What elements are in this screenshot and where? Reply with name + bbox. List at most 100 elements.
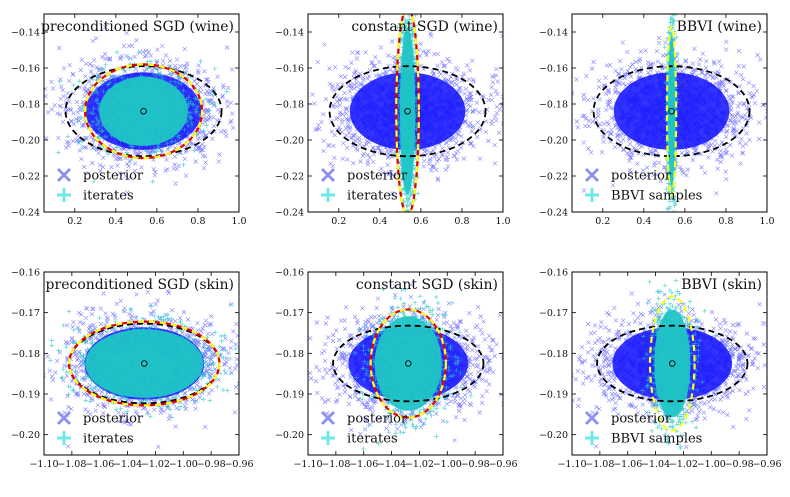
x-tick-label: −1.10: [29, 459, 58, 470]
x-tick-label: −0.98: [725, 459, 754, 470]
x-tick-label: −1.00: [697, 459, 726, 470]
y-tick-label: −0.22: [11, 172, 40, 183]
y-tick-label: −0.16: [275, 268, 304, 279]
y-tick-label: −0.16: [539, 268, 568, 279]
y-tick-label: −0.17: [11, 308, 40, 319]
y-tick-label: −0.20: [11, 136, 40, 147]
legend-posterior-marker: [58, 169, 70, 181]
y-tick-label: −0.16: [11, 64, 40, 75]
x-tick-label: 0.8: [454, 216, 469, 227]
y-tick-label: −0.16: [275, 64, 304, 75]
y-tick-label: −0.17: [539, 308, 568, 319]
mean-marker: [405, 361, 411, 367]
x-tick-label: 1.0: [495, 216, 510, 227]
y-tick-label: −0.24: [539, 208, 568, 219]
x-tick-label: −1.10: [293, 459, 322, 470]
y-tick-label: −0.18: [539, 349, 568, 360]
y-tick-label: −0.18: [275, 349, 304, 360]
x-tick-label: −1.08: [57, 459, 86, 470]
legend-posterior-label: posterior: [83, 412, 144, 427]
plot-area: [286, 283, 548, 481]
plot-area: [12, 289, 290, 449]
x-tick-label: −1.02: [141, 459, 170, 470]
x-tick-label: −0.96: [224, 459, 253, 470]
x-tick-label: −1.06: [85, 459, 114, 470]
x-tick-label: 1.0: [759, 216, 774, 227]
x-tick-label: 0.6: [413, 216, 428, 227]
x-tick-label: 0.6: [677, 216, 692, 227]
legend-iterates-label: iterates: [347, 432, 398, 447]
x-tick-label: −1.00: [433, 459, 462, 470]
x-tick-label: −0.98: [461, 459, 490, 470]
x-tick-label: −0.96: [752, 459, 781, 470]
mean-marker: [669, 361, 675, 367]
x-tick-label: −0.98: [197, 459, 226, 470]
y-tick-label: −0.14: [275, 28, 304, 39]
legend-posterior-label: posterior: [611, 169, 672, 184]
x-tick-label: −1.02: [405, 459, 434, 470]
legend-iterates-marker: [57, 431, 71, 445]
x-tick-label: 0.8: [718, 216, 733, 227]
legend-posterior-label: posterior: [347, 169, 408, 184]
mean-marker: [141, 108, 147, 114]
scatter-panel: −1.10−1.08−1.06−1.04−1.02−1.00−0.98−0.96…: [11, 268, 290, 471]
mean-marker: [141, 361, 147, 367]
panel-title: preconditioned SGD (skin): [46, 277, 234, 293]
panel-title: BBVI (skin): [681, 277, 762, 293]
x-tick-label: 0.4: [636, 216, 651, 227]
y-tick-label: −0.24: [11, 208, 40, 219]
y-tick-label: −0.14: [539, 28, 568, 39]
x-tick-label: −1.02: [669, 459, 698, 470]
panel-title: BBVI (wine): [677, 19, 762, 35]
y-tick-label: −0.18: [11, 349, 40, 360]
y-tick-label: −0.18: [539, 100, 568, 111]
y-tick-label: −0.16: [11, 268, 40, 279]
posterior-samples: [296, 32, 568, 196]
x-tick-label: −1.06: [349, 459, 378, 470]
panel-title: constant SGD (skin): [356, 277, 498, 293]
legend-posterior-marker: [58, 412, 70, 424]
panel-title: preconditioned SGD (wine): [41, 19, 234, 35]
legend-posterior-label: posterior: [83, 169, 144, 184]
x-tick-label: 0.2: [331, 216, 346, 227]
y-tick-label: −0.18: [275, 100, 304, 111]
y-tick-label: −0.19: [539, 390, 568, 401]
legend-posterior-label: posterior: [611, 412, 672, 427]
legend-iterates-label: iterates: [83, 189, 134, 204]
legend-iterates-label: iterates: [347, 189, 398, 204]
scatter-panel: −1.10−1.08−1.06−1.04−1.02−1.00−0.98−0.96…: [275, 268, 548, 481]
x-tick-label: 0.2: [595, 216, 610, 227]
x-tick-label: 1.0: [231, 216, 246, 227]
y-tick-label: −0.22: [539, 172, 568, 183]
y-tick-label: −0.20: [275, 430, 304, 441]
legend-iterates-marker: [321, 188, 335, 202]
y-tick-label: −0.19: [275, 390, 304, 401]
x-tick-label: −1.04: [641, 459, 670, 470]
x-tick-label: −1.08: [321, 459, 350, 470]
mean-marker: [405, 108, 411, 114]
plot-area: [2, 9, 263, 194]
x-tick-label: −1.10: [557, 459, 586, 470]
x-tick-label: −1.08: [585, 459, 614, 470]
y-tick-label: −0.20: [11, 430, 40, 441]
y-tick-label: −0.19: [11, 390, 40, 401]
x-tick-label: −1.04: [113, 459, 142, 470]
legend-posterior-marker: [586, 169, 598, 181]
legend-posterior-marker: [322, 169, 334, 181]
y-tick-label: −0.20: [539, 136, 568, 147]
legend-iterates-label: BBVI samples: [611, 432, 702, 447]
legend-iterates-marker: [585, 188, 599, 202]
y-tick-label: −0.18: [11, 100, 40, 111]
legend-iterates-label: iterates: [83, 432, 134, 447]
scatter-panel: −1.10−1.08−1.06−1.04−1.02−1.00−0.98−0.96…: [539, 266, 790, 470]
legend-iterates-marker: [585, 431, 599, 445]
x-tick-label: 0.6: [149, 216, 164, 227]
x-tick-label: −1.00: [169, 459, 198, 470]
y-tick-label: −0.20: [539, 430, 568, 441]
legend-posterior-marker: [586, 412, 598, 424]
y-tick-label: −0.24: [275, 208, 304, 219]
legend-iterates-marker: [321, 431, 335, 445]
